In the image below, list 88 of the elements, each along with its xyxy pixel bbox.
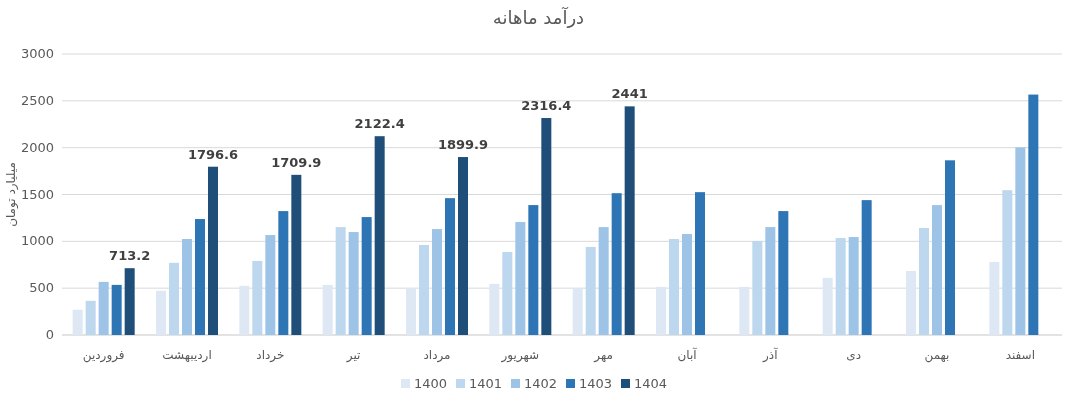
- x-tick-label: اردیبهشت: [162, 348, 212, 363]
- bar: [195, 219, 205, 335]
- bar: [906, 270, 916, 335]
- bar: [848, 237, 859, 335]
- bar: [861, 200, 872, 335]
- bar: [348, 232, 359, 335]
- legend-label: 1403: [579, 376, 613, 391]
- legend-label: 1402: [524, 376, 558, 391]
- bar: [406, 288, 416, 335]
- bar: [361, 217, 372, 335]
- bar: [239, 285, 250, 335]
- bar: [624, 106, 635, 335]
- bar: [656, 286, 666, 335]
- bar: [919, 228, 929, 335]
- bar: [98, 281, 109, 335]
- y-tick-label: 500: [29, 280, 54, 296]
- bar: [932, 205, 942, 335]
- bar: [322, 284, 333, 335]
- bar: [765, 227, 776, 335]
- x-tick-label: دی: [846, 348, 862, 362]
- bar: [1002, 190, 1013, 335]
- bar: [598, 227, 609, 335]
- bar: [85, 300, 96, 335]
- bar: [458, 157, 468, 335]
- bar: [572, 288, 583, 335]
- bar: [156, 290, 166, 335]
- y-tick-label: 0: [45, 327, 54, 342]
- bar: [528, 205, 539, 335]
- bar: [502, 252, 513, 335]
- bar: [778, 211, 789, 335]
- bar: [252, 260, 263, 335]
- x-tick-label: خرداد: [256, 348, 285, 363]
- bar: [72, 309, 83, 335]
- x-tick-label: بهمن: [924, 348, 950, 363]
- bar: [585, 246, 596, 335]
- y-tick-label: 2000: [20, 139, 54, 155]
- x-tick-label: اسفند: [1005, 348, 1036, 362]
- bar: [432, 229, 442, 335]
- x-tick-label: مهر: [593, 348, 613, 363]
- bar: [1028, 94, 1039, 335]
- bar: [335, 227, 346, 335]
- legend-label: 1400: [414, 376, 448, 391]
- x-tick-label: مرداد: [423, 348, 451, 363]
- legend-label: 1401: [469, 376, 503, 391]
- bar: [515, 222, 526, 335]
- y-tick-label: 3000: [20, 46, 54, 61]
- bar: [682, 234, 692, 335]
- x-tick-label: آذر: [762, 347, 779, 363]
- data-label: 1796.6: [187, 146, 239, 162]
- bar: [419, 244, 429, 335]
- data-label: 713.2: [109, 248, 151, 264]
- bar: [945, 160, 955, 335]
- bar: [695, 192, 705, 335]
- bar: [208, 166, 218, 335]
- bar: [989, 261, 1000, 335]
- chart-title: درآمد ماهانه: [492, 6, 585, 28]
- y-axis-title: میلیارد تومان: [4, 162, 19, 227]
- bar: [1015, 147, 1026, 335]
- bar: [124, 268, 135, 335]
- bar: [374, 136, 385, 335]
- bar: [541, 118, 552, 335]
- legend-label: 1404: [634, 376, 668, 391]
- x-tick-label: فروردین: [82, 348, 125, 363]
- bar: [669, 238, 679, 335]
- bar: [445, 198, 455, 335]
- bar: [611, 193, 622, 335]
- bar: [111, 284, 122, 335]
- bar: [265, 235, 276, 335]
- y-tick-label: 1000: [20, 233, 54, 249]
- data-label: 1899.9: [437, 137, 489, 153]
- bar: [739, 286, 750, 335]
- bar: [182, 238, 192, 335]
- bar: [489, 283, 500, 335]
- y-tick-label: 2500: [20, 92, 54, 108]
- data-label: 2122.4: [354, 116, 405, 132]
- x-tick-label: آبان: [677, 347, 698, 362]
- y-tick-label: 1500: [20, 186, 54, 202]
- x-tick-label: شهریور: [500, 348, 540, 363]
- data-label: 1709.9: [271, 154, 322, 170]
- bar: [291, 174, 302, 335]
- data-label: 2316.4: [521, 98, 572, 114]
- bar: [278, 211, 289, 335]
- bar: [835, 238, 846, 335]
- x-tick-label: تیر: [345, 348, 361, 363]
- bar: [752, 240, 763, 335]
- data-label: 2441: [611, 86, 648, 102]
- bar: [822, 277, 833, 335]
- bar: [169, 262, 179, 335]
